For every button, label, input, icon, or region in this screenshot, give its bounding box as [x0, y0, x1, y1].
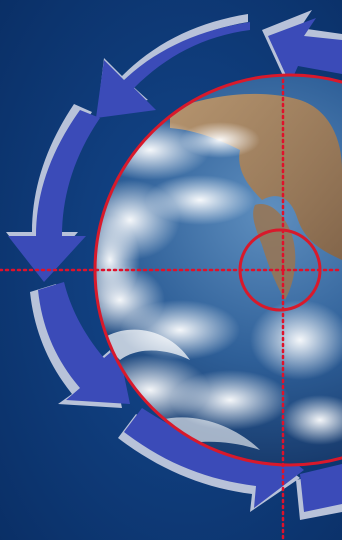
target-circle	[238, 228, 322, 312]
arrow-bottom-right	[296, 464, 342, 520]
circular-arrows-icon	[6, 10, 342, 520]
arrow-left-upper	[6, 104, 100, 282]
crosshair-target-icon	[0, 78, 342, 540]
arrow-top-right	[262, 10, 342, 84]
arrow-left-lower	[30, 282, 130, 408]
arrow-top	[96, 14, 250, 118]
arrow-bottom	[118, 408, 304, 512]
